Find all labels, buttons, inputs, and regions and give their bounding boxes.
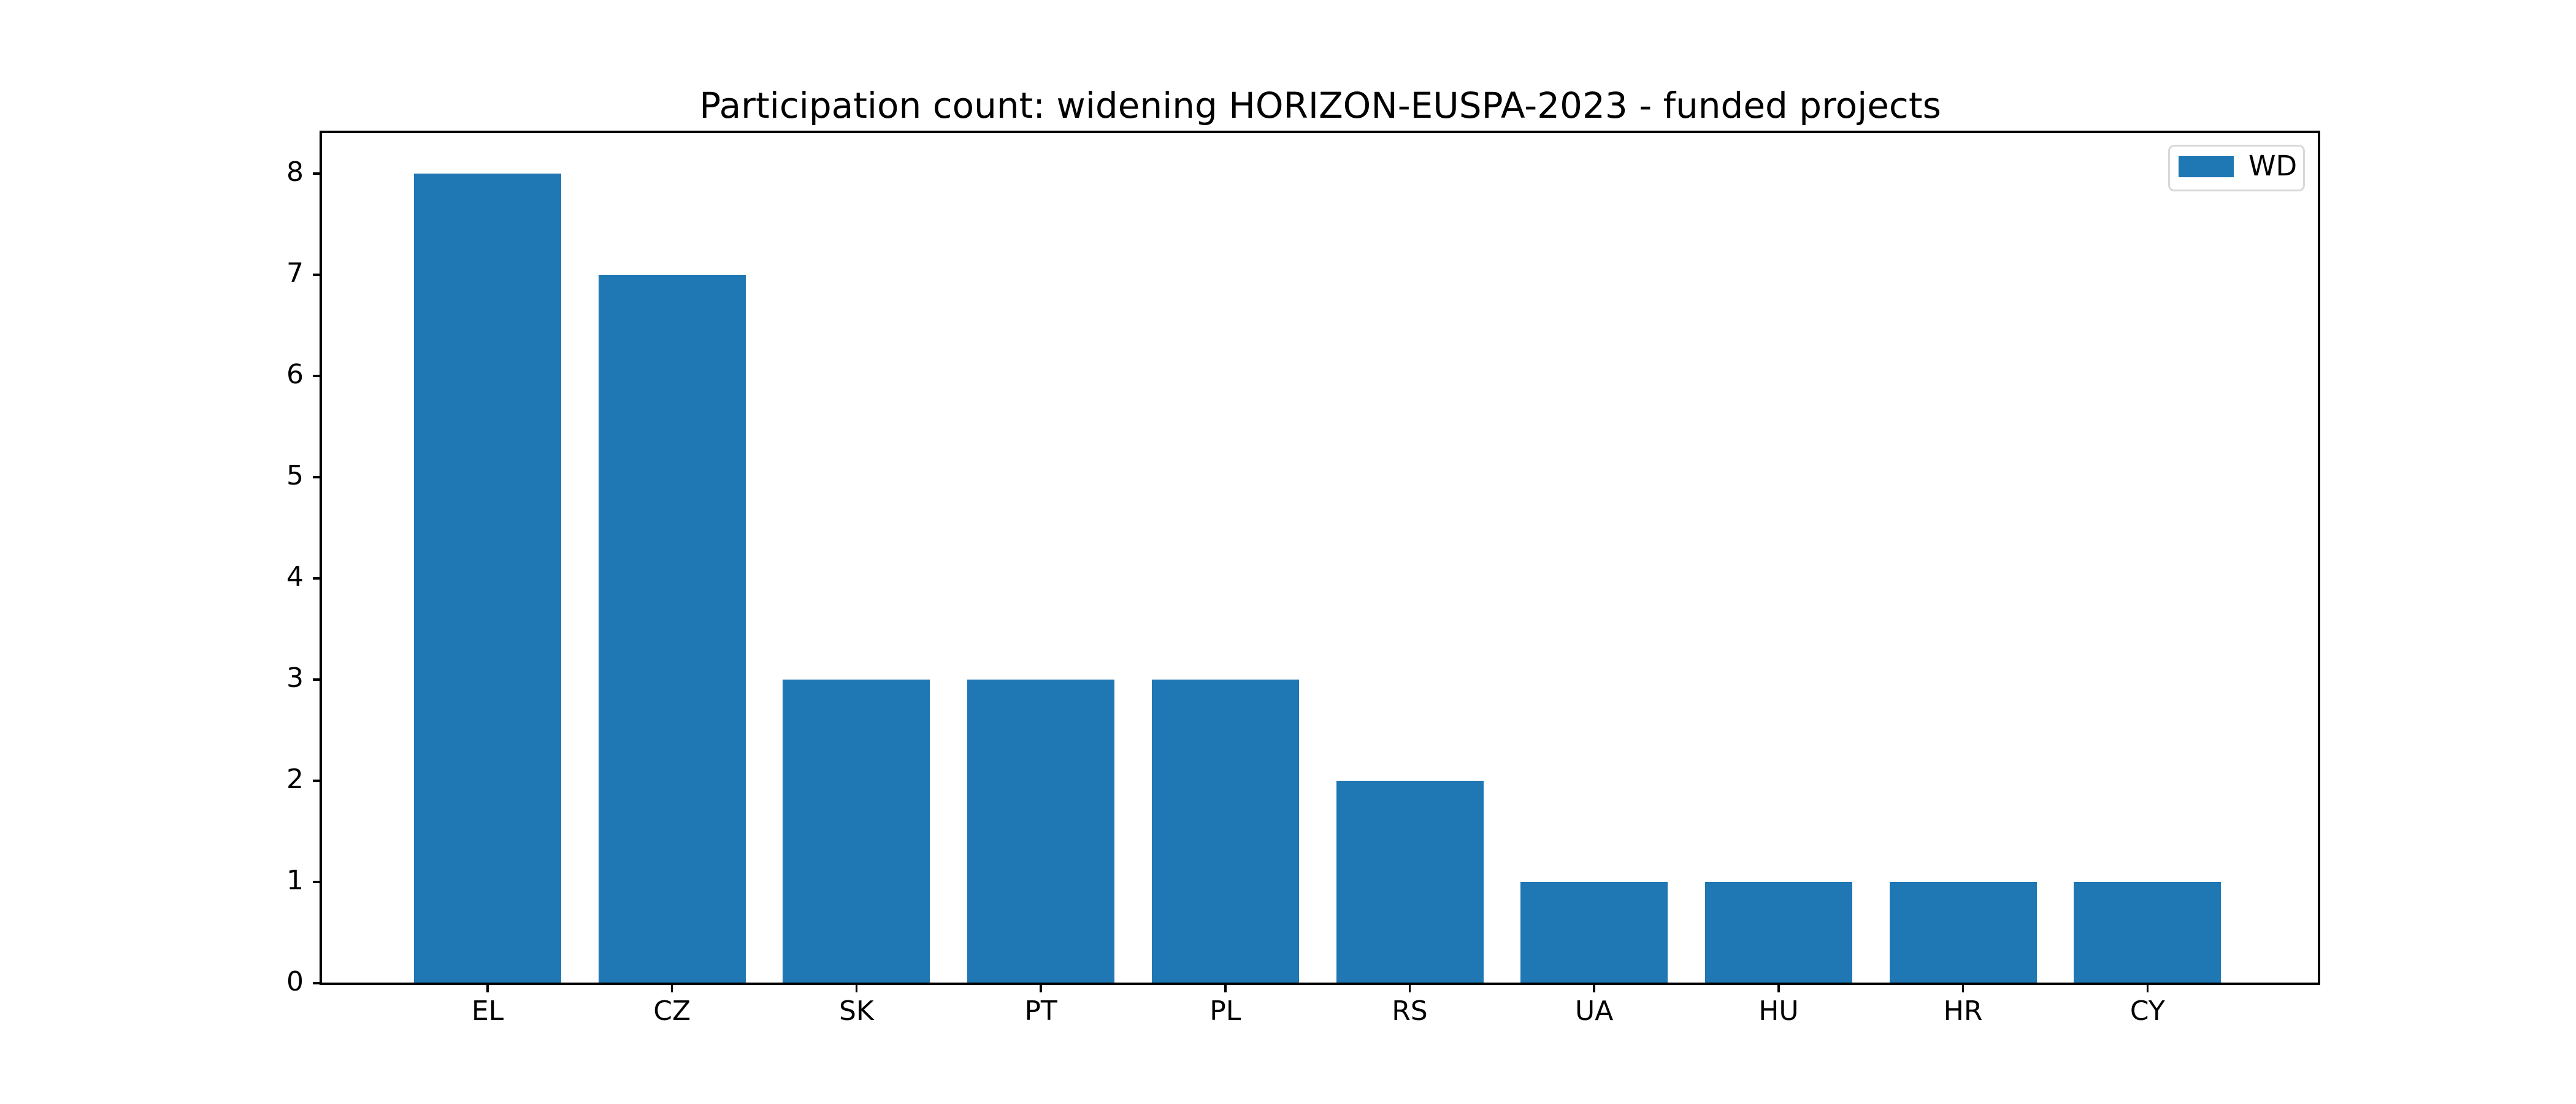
x-tick-label-SK: SK bbox=[838, 995, 874, 1027]
x-tick-mark-CY bbox=[2146, 983, 2149, 992]
legend-label-wd: WD bbox=[2248, 150, 2298, 182]
x-tick-label-CY: CY bbox=[2129, 995, 2165, 1027]
chart-title: Participation count: widening HORIZON-EU… bbox=[699, 85, 1941, 126]
y-tick-mark-4 bbox=[313, 577, 322, 580]
bar-HU bbox=[1704, 882, 1852, 983]
y-tick-label-8: 8 bbox=[286, 156, 304, 188]
y-tick-label-5: 5 bbox=[286, 460, 304, 491]
plot-area bbox=[322, 133, 2318, 983]
x-tick-mark-UA bbox=[1593, 983, 1595, 992]
x-tick-mark-HU bbox=[1777, 983, 1780, 992]
x-tick-label-HU: HU bbox=[1758, 995, 1799, 1027]
x-tick-label-UA: UA bbox=[1575, 995, 1614, 1027]
bar-PL bbox=[1151, 680, 1299, 983]
x-tick-label-HR: HR bbox=[1943, 995, 1983, 1027]
bar-RS bbox=[1336, 781, 1484, 983]
x-tick-mark-PL bbox=[1224, 983, 1227, 992]
x-tick-mark-EL bbox=[486, 983, 489, 992]
y-tick-label-1: 1 bbox=[286, 865, 304, 896]
y-tick-mark-3 bbox=[313, 678, 322, 681]
y-tick-mark-1 bbox=[313, 881, 322, 883]
x-tick-label-PT: PT bbox=[1024, 995, 1057, 1027]
bar-UA bbox=[1520, 882, 1668, 983]
y-tick-mark-7 bbox=[313, 274, 322, 276]
x-tick-mark-CZ bbox=[670, 983, 673, 992]
y-tick-label-2: 2 bbox=[286, 764, 304, 795]
x-tick-label-PL: PL bbox=[1209, 995, 1241, 1027]
y-tick-mark-2 bbox=[313, 780, 322, 782]
x-tick-label-RS: RS bbox=[1392, 995, 1428, 1027]
bar-EL bbox=[414, 174, 561, 983]
y-tick-label-0: 0 bbox=[286, 966, 304, 997]
x-tick-mark-HR bbox=[1961, 983, 1965, 992]
x-tick-mark-PT bbox=[1040, 983, 1042, 992]
y-tick-mark-8 bbox=[313, 172, 322, 175]
y-tick-label-3: 3 bbox=[286, 662, 304, 694]
bar-CZ bbox=[598, 275, 746, 983]
y-tick-label-7: 7 bbox=[286, 258, 304, 289]
bar-HR bbox=[1889, 882, 2037, 983]
y-tick-mark-6 bbox=[313, 375, 322, 377]
x-tick-label-CZ: CZ bbox=[653, 995, 691, 1027]
y-tick-mark-0 bbox=[313, 982, 322, 984]
y-tick-label-4: 4 bbox=[286, 561, 304, 592]
bar-PT bbox=[967, 680, 1115, 983]
x-tick-mark-SK bbox=[855, 983, 858, 992]
legend: WD bbox=[2168, 145, 2305, 191]
x-tick-label-EL: EL bbox=[471, 995, 504, 1027]
y-tick-mark-5 bbox=[313, 476, 322, 478]
y-tick-label-6: 6 bbox=[286, 359, 304, 390]
bar-SK bbox=[783, 680, 930, 983]
legend-swatch-wd bbox=[2179, 156, 2234, 177]
bar-CY bbox=[2074, 882, 2221, 983]
x-tick-mark-RS bbox=[1408, 983, 1411, 992]
